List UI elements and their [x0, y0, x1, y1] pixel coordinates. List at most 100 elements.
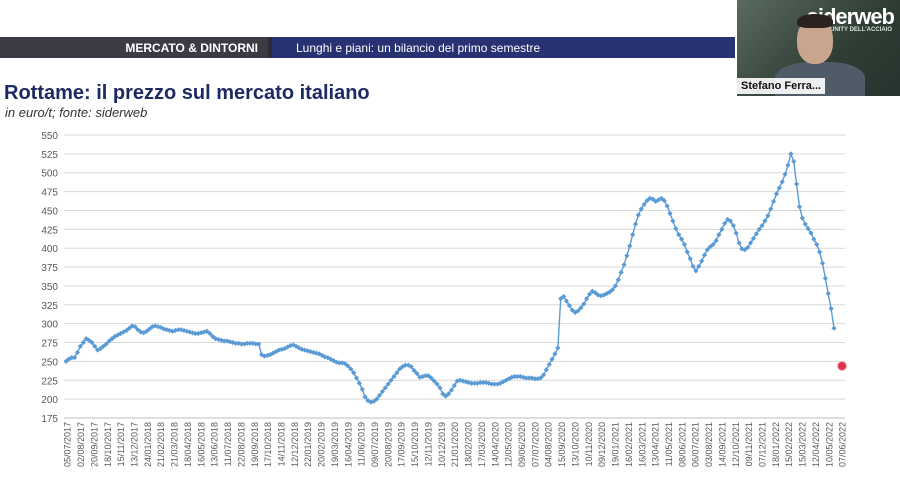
y-tick-label: 475 — [41, 188, 58, 199]
data-point — [745, 244, 751, 251]
x-tick-label: 15/02/2022 — [784, 422, 794, 467]
data-point — [543, 367, 549, 373]
x-tick-label: 15/11/2017 — [116, 422, 126, 466]
y-tick-label: 375 — [41, 263, 58, 274]
x-tick-label: 16/05/2018 — [196, 422, 206, 467]
data-point — [454, 378, 460, 384]
x-tick-label: 11/05/2021 — [664, 422, 674, 466]
data-point — [351, 370, 357, 376]
y-tick-label: 400 — [41, 244, 58, 255]
data-point — [581, 301, 587, 307]
x-tick-label: 17/03/2020 — [477, 422, 487, 467]
data-point — [641, 201, 647, 208]
data-point — [428, 375, 434, 381]
data-point — [782, 171, 788, 177]
data-point — [811, 236, 817, 242]
data-point — [828, 305, 834, 312]
data-point — [716, 232, 722, 238]
data-point — [673, 225, 679, 232]
data-point — [146, 326, 153, 332]
y-tick-label: 350 — [41, 282, 58, 293]
data-point — [460, 378, 466, 384]
data-point — [399, 364, 406, 370]
x-tick-label: 21/02/2018 — [156, 422, 166, 467]
x-tick-label: 19/03/2019 — [330, 422, 340, 467]
topic-label: Lunghi e piani: un bilancio del primo se… — [272, 37, 735, 58]
x-tick-label: 20/09/2017 — [89, 422, 99, 467]
data-point — [74, 349, 81, 355]
data-point — [621, 262, 627, 268]
data-point — [385, 381, 391, 387]
data-point — [503, 377, 509, 383]
x-tick-label: 12/11/2019 — [423, 422, 433, 466]
data-point — [727, 218, 734, 224]
x-tick-label: 04/08/2020 — [544, 422, 554, 467]
data-point — [788, 151, 794, 157]
data-point — [601, 292, 607, 298]
data-point — [129, 323, 135, 329]
data-point — [627, 243, 633, 249]
x-tick-label: 12/10/2021 — [731, 422, 741, 467]
data-point — [359, 386, 365, 392]
data-point — [368, 399, 374, 405]
data-point — [466, 379, 472, 386]
data-point — [572, 309, 578, 315]
x-tick-label: 24/01/2018 — [143, 422, 153, 467]
data-point — [756, 226, 762, 232]
x-tick-label: 15/10/2019 — [410, 422, 420, 467]
siderweb-logo-tagline: LA COMMUNITY DELL'ACCIAIO — [801, 27, 892, 33]
data-point — [379, 388, 386, 395]
data-point — [696, 263, 702, 269]
x-tick-label: 22/08/2018 — [236, 422, 246, 467]
data-point — [443, 393, 449, 399]
data-point — [434, 381, 440, 387]
x-tick-label: 02/08/2017 — [76, 422, 86, 467]
x-tick-label: 20/02/2019 — [317, 422, 327, 467]
data-point — [722, 220, 728, 226]
data-point — [204, 328, 210, 334]
data-point — [719, 226, 725, 232]
data-point — [765, 213, 771, 219]
x-tick-label: 18/10/2017 — [103, 422, 113, 467]
data-point — [612, 283, 618, 289]
data-point — [785, 162, 791, 168]
x-tick-label: 09/06/2020 — [517, 422, 527, 467]
x-tick-label: 18/02/2020 — [464, 422, 474, 467]
y-tick-label: 250 — [41, 357, 58, 368]
data-point — [655, 197, 662, 203]
data-point — [653, 198, 659, 205]
x-tick-label: 09/11/2021 — [744, 422, 754, 466]
y-tick-label: 450 — [41, 206, 58, 217]
data-point — [374, 396, 380, 402]
x-tick-label: 09/12/2020 — [597, 422, 607, 467]
data-point — [733, 230, 739, 236]
x-tick-label: 17/10/2018 — [263, 422, 273, 467]
x-tick-label: 16/04/2019 — [343, 422, 353, 467]
x-tick-label: 20/08/2019 — [383, 422, 393, 467]
data-point — [664, 203, 670, 209]
x-tick-label: 11/06/2019 — [357, 422, 367, 466]
data-point — [831, 325, 837, 331]
section-label: MERCATO & DINTORNI — [0, 37, 268, 58]
data-point — [747, 240, 754, 246]
data-point — [238, 341, 245, 347]
data-point — [480, 379, 486, 386]
data-point — [457, 377, 463, 383]
data-point — [483, 379, 489, 386]
data-point — [500, 379, 506, 385]
data-point — [690, 263, 696, 269]
data-point — [189, 330, 196, 336]
x-tick-label: 15/09/2020 — [557, 422, 567, 467]
x-tick-label: 14/09/2021 — [717, 422, 727, 467]
x-tick-label: 08/06/2021 — [677, 422, 687, 467]
data-point — [661, 198, 667, 204]
data-point — [644, 198, 650, 204]
data-point — [489, 381, 495, 387]
data-point — [658, 195, 665, 201]
data-point — [184, 328, 190, 334]
speaker-webcam: siderweb LA COMMUNITY DELL'ACCIAIO Stefa… — [737, 0, 900, 96]
data-point — [402, 362, 409, 368]
chart-title: Rottame: il prezzo sul mercato italiano — [4, 82, 370, 104]
data-point — [89, 339, 95, 346]
data-point — [506, 376, 512, 382]
